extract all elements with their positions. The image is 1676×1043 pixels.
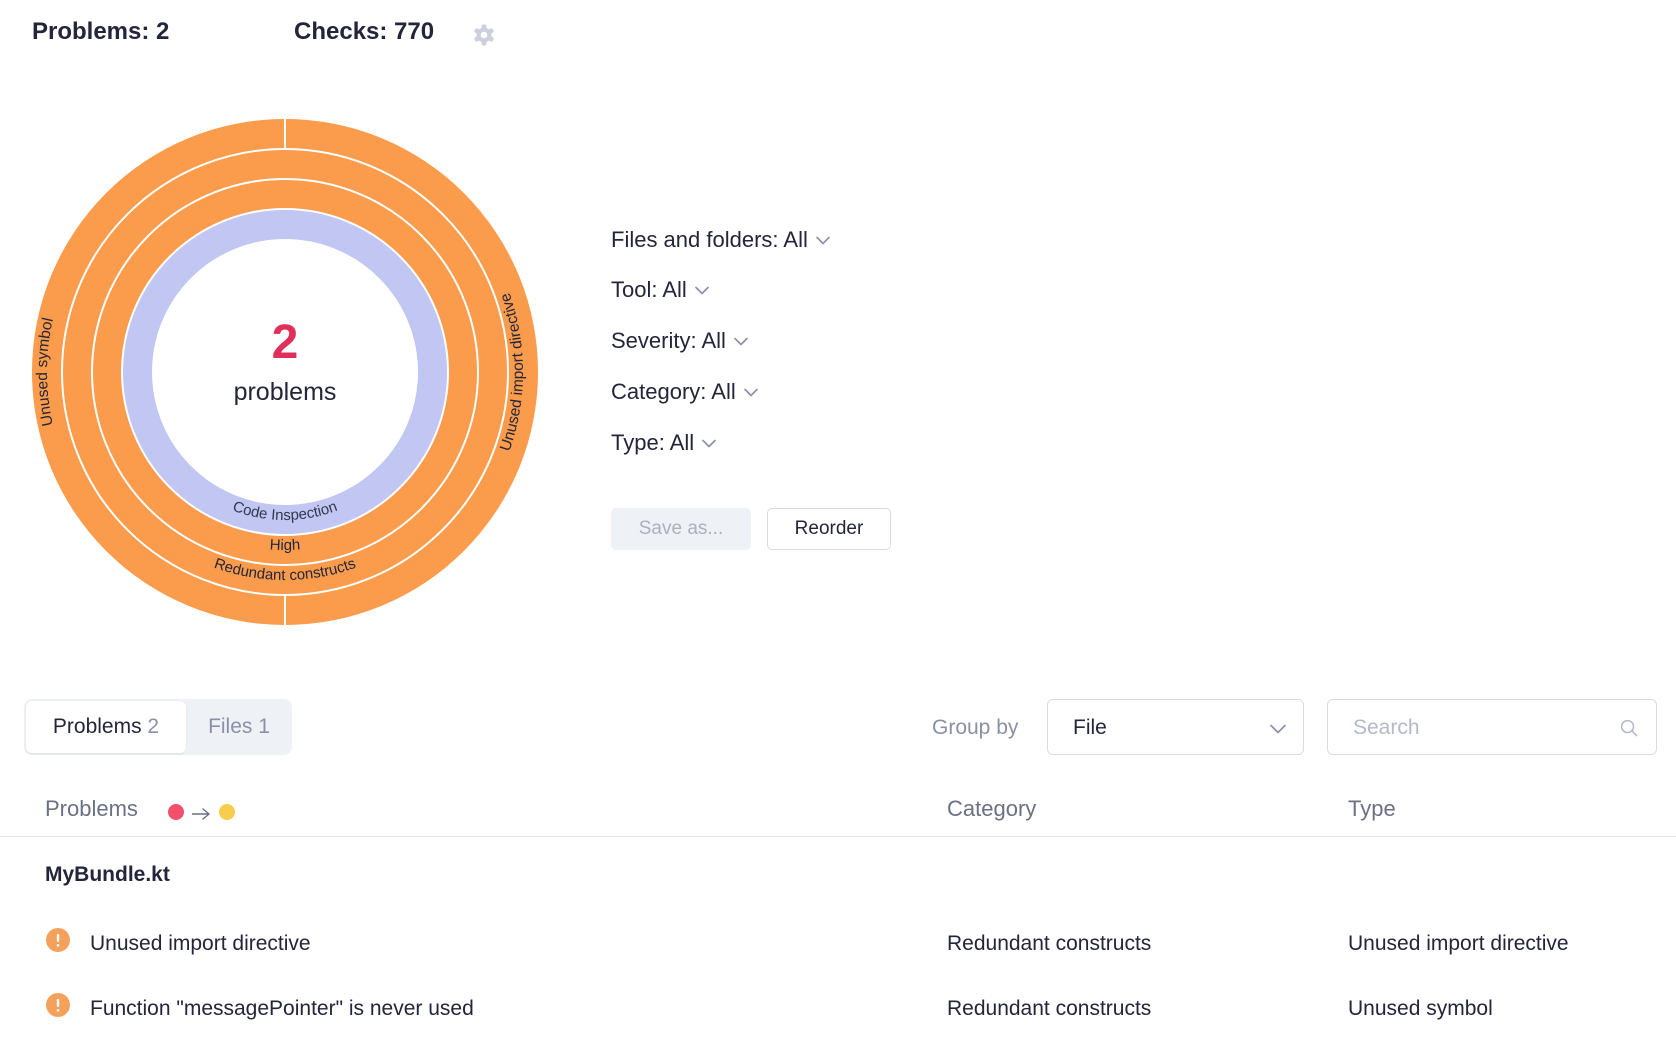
- svg-text:2: 2: [272, 316, 299, 369]
- svg-text:problems: problems: [234, 378, 337, 406]
- svg-text:High: High: [269, 536, 300, 554]
